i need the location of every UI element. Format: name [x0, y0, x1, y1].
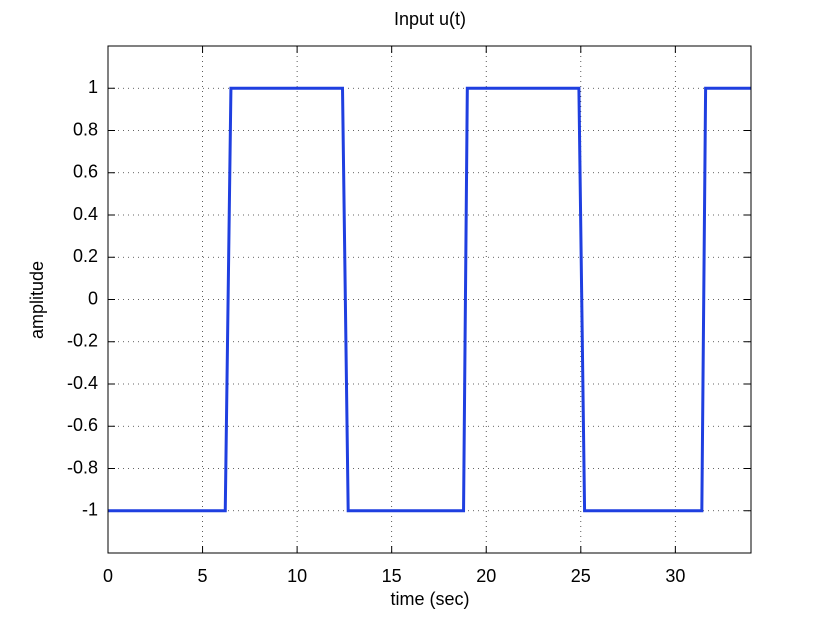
- y-tick-label: 0.6: [73, 162, 98, 182]
- y-tick-label: -1: [82, 500, 98, 520]
- y-tick-label: 0.4: [73, 204, 98, 224]
- x-tick-label: 30: [665, 566, 685, 586]
- y-tick-label: 1: [88, 77, 98, 97]
- plot-frame: [107, 45, 752, 554]
- x-axis-label: time (sec): [390, 589, 469, 609]
- y-tick-label: 0.8: [73, 119, 98, 139]
- x-tick-label: 20: [476, 566, 496, 586]
- y-tick-label: -0.4: [67, 373, 98, 393]
- y-tick-label: -0.6: [67, 415, 98, 435]
- chart-title: Input u(t): [394, 9, 466, 29]
- x-tick-label: 15: [382, 566, 402, 586]
- x-tick-label: 5: [198, 566, 208, 586]
- x-tick-label: 10: [287, 566, 307, 586]
- y-tick-label: 0.2: [73, 246, 98, 266]
- y-tick-label: -0.8: [67, 457, 98, 477]
- x-tick-label: 25: [571, 566, 591, 586]
- y-tick-label: -0.2: [67, 331, 98, 351]
- y-tick-label: 0: [88, 288, 98, 308]
- y-axis-label: amplitude: [27, 261, 47, 339]
- x-tick-label: 0: [103, 566, 113, 586]
- data-line: [108, 86, 751, 513]
